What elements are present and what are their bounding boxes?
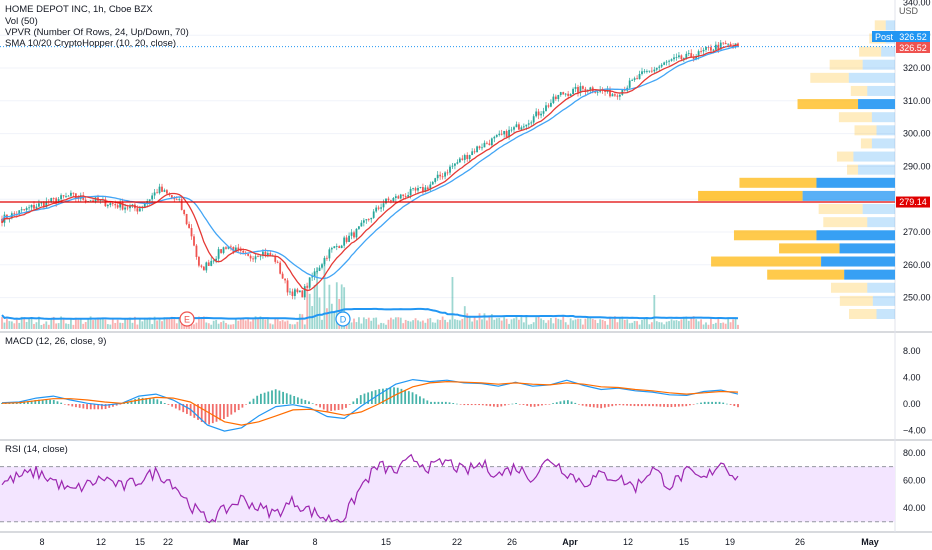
- sma-slow-line: [1, 45, 739, 280]
- macd-tick-label: 8.00: [903, 346, 921, 356]
- post-badge-value: 326.52: [899, 32, 927, 42]
- price-tick-label: 340.00: [903, 0, 931, 7]
- rsi-legend[interactable]: RSI (14, close): [5, 444, 68, 455]
- price-tick-label: 300.00: [903, 129, 931, 139]
- rsi-tick-label: 60.00: [903, 475, 926, 485]
- time-tick-label: 12: [623, 537, 633, 547]
- macd-line: [1, 378, 739, 432]
- last-price-badge-value: 326.52: [899, 43, 927, 53]
- dividend-event-label: D: [340, 315, 347, 325]
- rsi-axis[interactable]: 40.00 60.00 80.00: [903, 448, 926, 513]
- post-market-badge: Post 326.52: [872, 31, 930, 42]
- time-axis[interactable]: 8 12 15 22 Mar 8 15 22 26 Apr 12 15 19 26 May: [39, 537, 878, 547]
- sma-legend: SMA 10/20 CryptoHopper (10, 20, close): [5, 38, 176, 49]
- time-tick-label: 15: [135, 537, 145, 547]
- rsi-tick-label: 40.00: [903, 503, 926, 513]
- rsi-band: [0, 466, 895, 522]
- time-tick-label: 19: [725, 537, 735, 547]
- time-tick-label: Apr: [562, 537, 578, 547]
- time-tick-label: Mar: [233, 537, 250, 547]
- rsi-line: [1, 453, 739, 524]
- time-tick-label: 26: [795, 537, 805, 547]
- sma-fast-line: [1, 44, 739, 292]
- time-tick-label: 15: [679, 537, 689, 547]
- macd-legend[interactable]: MACD (12, 26, close, 9): [5, 336, 106, 347]
- time-tick-label: 8: [39, 537, 44, 547]
- price-tick-label: 290.00: [903, 161, 931, 171]
- earnings-event-label: E: [184, 315, 190, 325]
- macd-tick-label: 0.00: [903, 399, 921, 409]
- currency-label: USD: [899, 6, 919, 16]
- time-tick-label: 12: [96, 537, 106, 547]
- volume-ma-line: [1, 307, 739, 320]
- dividend-event-marker[interactable]: D: [335, 311, 351, 327]
- horizontal-line-badge-value: 279.14: [899, 197, 927, 207]
- rsi-tick-label: 80.00: [903, 448, 926, 458]
- time-tick-label: May: [861, 537, 879, 547]
- last-price-badge: 326.52: [896, 42, 930, 53]
- price-tick-label: 270.00: [903, 227, 931, 237]
- time-tick-label: 22: [163, 537, 173, 547]
- macd-histogram: [1, 387, 739, 425]
- macd-tick-label: −4.00: [903, 425, 926, 435]
- earnings-event-marker[interactable]: E: [179, 311, 195, 327]
- vpvr-legend: VPVR (Number Of Rows, 24, Up/Down, 70): [5, 27, 189, 38]
- symbol-title: HOME DEPOT INC, 1h, Cboe BZX: [5, 4, 153, 15]
- grid-lines: [0, 34, 895, 299]
- volume-histogram: [1, 259, 739, 329]
- price-tick-label: 260.00: [903, 260, 931, 270]
- time-tick-label: 15: [381, 537, 391, 547]
- time-tick-label: 8: [312, 537, 317, 547]
- main-legend[interactable]: HOME DEPOT INC, 1h, Cboe BZX Vol (50) VP…: [5, 4, 189, 49]
- price-tick-label: 320.00: [903, 63, 931, 73]
- horizontal-line-badge: 279.14: [896, 196, 930, 208]
- time-tick-label: 26: [507, 537, 517, 547]
- macd-tick-label: 4.00: [903, 373, 921, 383]
- price-tick-label: 310.00: [903, 96, 931, 106]
- volume-profile: [698, 20, 895, 319]
- signal-line: [1, 380, 739, 426]
- price-tick-label: 250.00: [903, 293, 931, 303]
- post-badge-label: Post: [875, 32, 894, 42]
- macd-axis[interactable]: −4.00 0.00 4.00 8.00: [903, 346, 926, 435]
- time-tick-label: 22: [452, 537, 462, 547]
- volume-legend: Vol (50): [5, 16, 38, 27]
